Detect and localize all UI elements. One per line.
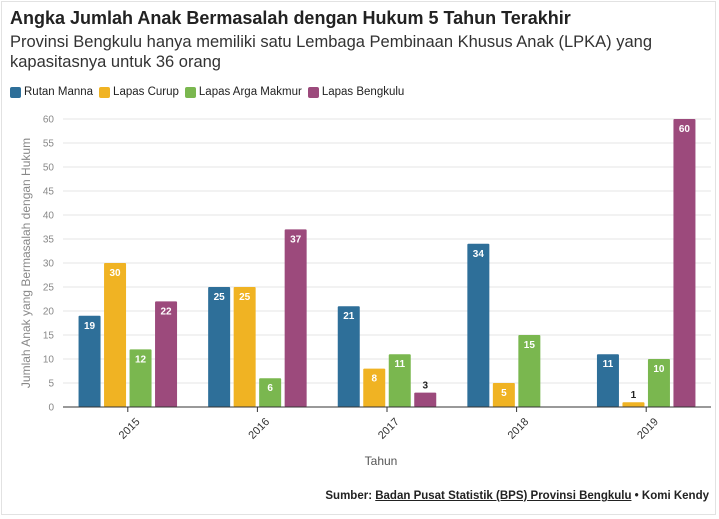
y-tick-label: 0 — [48, 403, 54, 414]
x-tick-label: 2018 — [506, 416, 532, 442]
source-note: Sumber: Badan Pusat Statistik (BPS) Prov… — [325, 490, 709, 502]
legend-item-lapas-curup[interactable]: Lapas Curup — [99, 86, 179, 98]
bar[interactable] — [467, 243, 490, 407]
bar-value-label: 60 — [679, 124, 691, 135]
y-tick-label: 25 — [43, 283, 55, 294]
bar-value-label: 15 — [524, 340, 536, 351]
bar[interactable] — [673, 119, 696, 407]
y-tick-label: 20 — [43, 307, 55, 318]
bar-value-label: 11 — [603, 359, 614, 370]
y-tick-label: 60 — [43, 115, 55, 126]
legend: Rutan Manna Lapas Curup Lapas Arga Makmu… — [10, 86, 410, 98]
legend-item-lapas-arga-makmur[interactable]: Lapas Arga Makmur — [184, 86, 302, 98]
bar-value-label: 37 — [290, 234, 302, 245]
legend-item-lapas-bengkulu[interactable]: Lapas Bengkulu — [307, 86, 405, 98]
y-tick-label: 35 — [43, 235, 55, 246]
bar-value-label: 30 — [109, 268, 121, 279]
legend-label: Lapas Bengkulu — [321, 86, 405, 98]
x-tick-label: 2017 — [376, 416, 402, 442]
bar[interactable] — [233, 287, 256, 407]
bar-value-label: 25 — [214, 292, 226, 303]
y-tick-label: 30 — [43, 259, 55, 270]
bar-value-label: 3 — [422, 381, 428, 392]
bar-value-label: 6 — [267, 383, 273, 394]
y-tick-label: 10 — [43, 355, 55, 366]
x-tick-label: 2016 — [246, 416, 272, 442]
bar-value-label: 5 — [501, 388, 507, 399]
legend-swatch — [99, 86, 111, 98]
bar[interactable] — [388, 354, 411, 407]
legend-label: Lapas Arga Makmur — [198, 86, 302, 98]
bar[interactable] — [208, 287, 231, 407]
chart-title: Angka Jumlah Anak Bermasalah dengan Huku… — [10, 8, 571, 28]
y-tick-label: 55 — [43, 139, 55, 150]
bar[interactable] — [414, 392, 437, 407]
bar-value-label: 10 — [653, 364, 665, 375]
bar-value-label: 25 — [239, 292, 251, 303]
bar[interactable] — [622, 402, 645, 407]
chart-subtitle: Provinsi Bengkulu hanya memiliki satu Le… — [10, 33, 653, 71]
legend-swatch — [184, 86, 196, 98]
x-tick-label: 2015 — [117, 416, 143, 442]
y-axis-ticks: 0 5 10 15 20 25 30 35 40 45 50 55 60 — [43, 115, 55, 414]
legend-label: Lapas Curup — [113, 86, 179, 98]
bar-value-label: 22 — [160, 306, 172, 317]
bar[interactable] — [284, 229, 307, 407]
bar[interactable] — [647, 359, 670, 407]
bar[interactable] — [492, 383, 515, 407]
y-tick-label: 45 — [43, 187, 55, 198]
bar[interactable] — [337, 306, 360, 407]
bar-value-label: 11 — [394, 359, 405, 370]
y-axis-label: Jumlah Anak yang Bermasalah dengan Hukum — [19, 138, 33, 388]
y-tick-label: 15 — [43, 331, 55, 342]
source-author: Komi Kendy — [641, 490, 709, 502]
bar[interactable] — [155, 301, 178, 407]
bar[interactable] — [518, 335, 541, 407]
x-tick-label: 2019 — [635, 416, 661, 442]
source-prefix: Sumber: — [325, 490, 376, 502]
x-axis-label: Tahun — [365, 454, 398, 468]
bar-value-label: 34 — [473, 249, 485, 260]
bar-value-label: 12 — [135, 354, 147, 365]
bar[interactable] — [259, 378, 282, 407]
bar-value-label: 1 — [631, 390, 637, 401]
bar[interactable] — [363, 368, 386, 407]
legend-swatch — [307, 86, 319, 98]
x-axis: 2015 2016 2017 2018 2019 — [63, 406, 711, 442]
bar[interactable] — [129, 349, 152, 407]
y-tick-label: 40 — [43, 211, 55, 222]
y-tick-label: 50 — [43, 163, 55, 174]
legend-swatch — [10, 86, 21, 98]
bar-value-label: 21 — [343, 311, 355, 322]
bar[interactable] — [78, 315, 101, 407]
source-separator: • — [631, 490, 642, 502]
legend-item-rutan-manna[interactable]: Rutan Manna — [10, 86, 93, 98]
y-tick-label: 5 — [48, 379, 54, 390]
bar[interactable] — [596, 354, 619, 407]
source-link[interactable]: Badan Pusat Statistik (BPS) Provinsi Ben… — [375, 490, 632, 502]
legend-label: Rutan Manna — [24, 86, 94, 98]
bar-value-label: 19 — [84, 321, 96, 332]
bars — [78, 119, 696, 407]
bar-value-label: 8 — [371, 374, 377, 385]
bar[interactable] — [104, 263, 127, 407]
